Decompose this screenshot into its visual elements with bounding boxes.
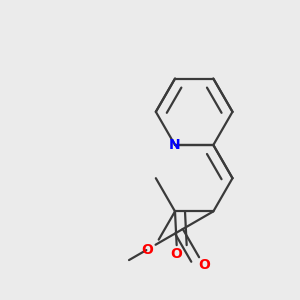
Text: O: O	[198, 258, 210, 272]
Text: O: O	[141, 243, 153, 257]
Text: N: N	[169, 138, 181, 152]
Text: O: O	[171, 248, 183, 262]
